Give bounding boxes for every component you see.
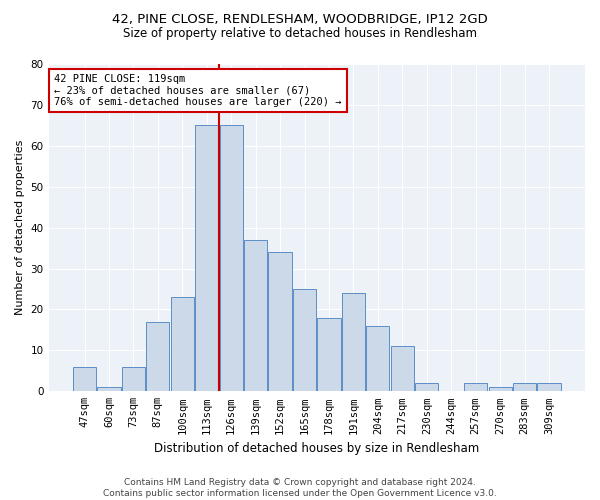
Bar (415, 383, 439, 392)
Text: 42, PINE CLOSE, RENDLESHAM, WOODBRIDGE, IP12 2GD: 42, PINE CLOSE, RENDLESHAM, WOODBRIDGE, … (112, 12, 488, 26)
Bar (464, 383, 487, 392)
Bar (195, 126, 218, 392)
Bar (122, 367, 145, 392)
X-axis label: Distribution of detached houses by size in Rendlesham: Distribution of detached houses by size … (154, 442, 479, 455)
Bar (342, 293, 365, 392)
Y-axis label: Number of detached properties: Number of detached properties (15, 140, 25, 316)
Bar (268, 252, 292, 392)
Bar (73, 367, 96, 392)
Text: Contains HM Land Registry data © Crown copyright and database right 2024.
Contai: Contains HM Land Registry data © Crown c… (103, 478, 497, 498)
Bar (538, 383, 560, 392)
Bar (391, 346, 414, 392)
Bar (513, 383, 536, 392)
Bar (488, 387, 512, 392)
Bar (171, 297, 194, 392)
Text: 42 PINE CLOSE: 119sqm
← 23% of detached houses are smaller (67)
76% of semi-deta: 42 PINE CLOSE: 119sqm ← 23% of detached … (54, 74, 341, 107)
Bar (366, 326, 389, 392)
Text: Size of property relative to detached houses in Rendlesham: Size of property relative to detached ho… (123, 28, 477, 40)
Bar (244, 240, 267, 392)
Bar (97, 387, 121, 392)
Bar (293, 289, 316, 392)
Bar (317, 318, 341, 392)
Bar (146, 322, 169, 392)
Bar (220, 126, 243, 392)
